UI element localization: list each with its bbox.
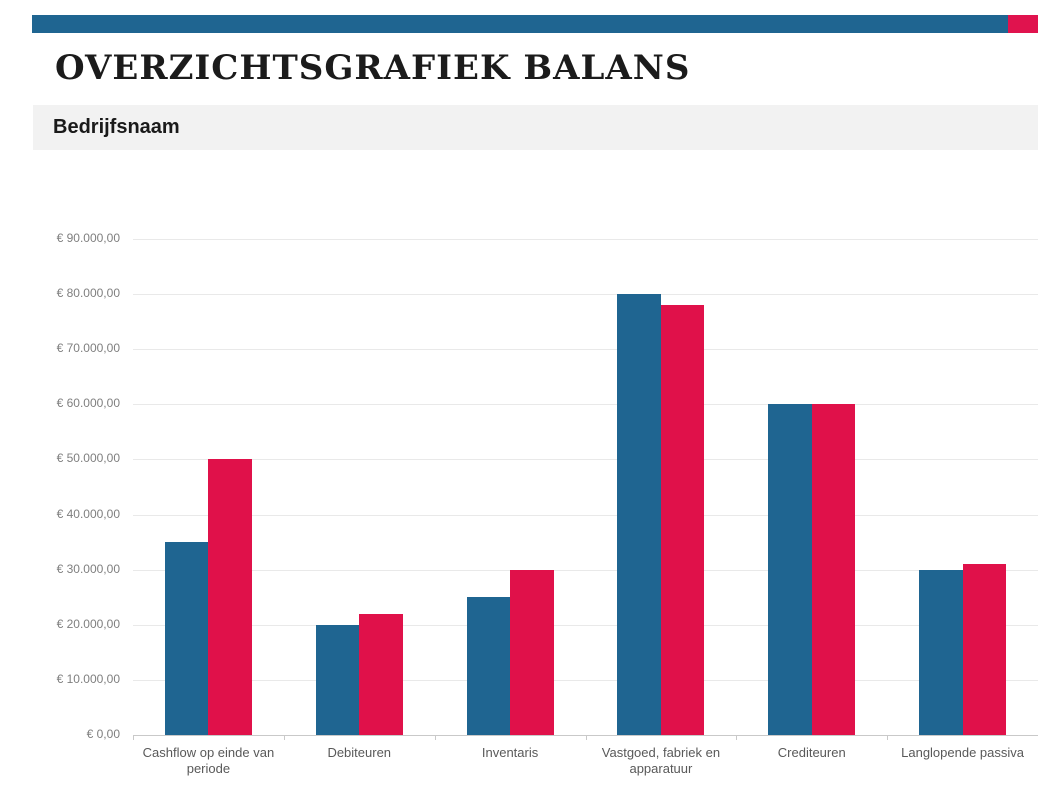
bar-series-red-4 xyxy=(660,305,705,735)
x-axis-tick xyxy=(585,735,587,740)
company-name-label: Bedrijfsnaam xyxy=(53,116,180,138)
company-band: Bedrijfsnaam xyxy=(33,105,1038,150)
x-axis-category-label: Debiteuren xyxy=(327,745,392,760)
y-axis-label: € 90.000,00 xyxy=(56,231,120,245)
y-axis-label: € 60.000,00 xyxy=(56,396,120,411)
y-axis-label: € 0,00 xyxy=(86,727,120,741)
gridline xyxy=(133,679,1038,681)
y-axis-label: € 70.000,00 xyxy=(56,341,120,356)
page-title: OVERZICHTSGRAFIEK BALANS xyxy=(55,48,691,88)
x-axis-tick xyxy=(736,735,738,740)
bar-series-red-1 xyxy=(208,459,252,735)
bar-series-blue-4 xyxy=(617,294,661,735)
gridline xyxy=(133,624,1038,626)
bar-series-blue-2 xyxy=(315,624,360,735)
x-axis-tick xyxy=(283,735,285,740)
bar-series-blue-5 xyxy=(768,404,812,735)
bar-series-red-6 xyxy=(962,564,1007,735)
banner-blue-segment xyxy=(32,15,1008,33)
y-axis-label: € 80.000,00 xyxy=(56,286,120,301)
bar-series-red-3 xyxy=(510,569,554,735)
gridline xyxy=(133,349,1038,351)
bar-series-blue-6 xyxy=(919,569,963,735)
bar-series-red-2 xyxy=(359,613,403,735)
banner-red-segment xyxy=(1008,15,1038,33)
bar-series-blue-1 xyxy=(164,542,209,735)
bar-series-red-5 xyxy=(811,404,856,735)
top-accent-banner xyxy=(32,15,1038,33)
x-axis-tick xyxy=(434,735,436,740)
gridline xyxy=(133,514,1038,516)
x-axis-category-label: Crediteuren xyxy=(777,745,846,760)
y-axis-label: € 20.000,00 xyxy=(56,616,120,631)
gridline xyxy=(133,239,1038,240)
x-axis-tick xyxy=(887,735,889,740)
x-axis-category-label: Cashflow op einde van periode xyxy=(142,745,275,776)
x-axis-category-label: Vastgoed, fabriek en apparatuur xyxy=(601,745,721,776)
y-axis-label: € 10.000,00 xyxy=(56,671,120,686)
gridline xyxy=(133,569,1038,571)
gridline xyxy=(133,459,1038,461)
gridline xyxy=(133,294,1038,296)
y-axis-label: € 40.000,00 xyxy=(56,506,120,521)
y-axis-label: € 50.000,00 xyxy=(56,451,120,466)
bar-series-blue-3 xyxy=(466,597,511,735)
x-axis-category-label: Inventaris xyxy=(481,745,539,760)
x-axis-tick xyxy=(133,735,134,740)
gridline xyxy=(133,404,1038,406)
x-axis-category-label: Langlopende passiva xyxy=(901,745,1025,760)
y-axis-label: € 30.000,00 xyxy=(56,561,120,576)
